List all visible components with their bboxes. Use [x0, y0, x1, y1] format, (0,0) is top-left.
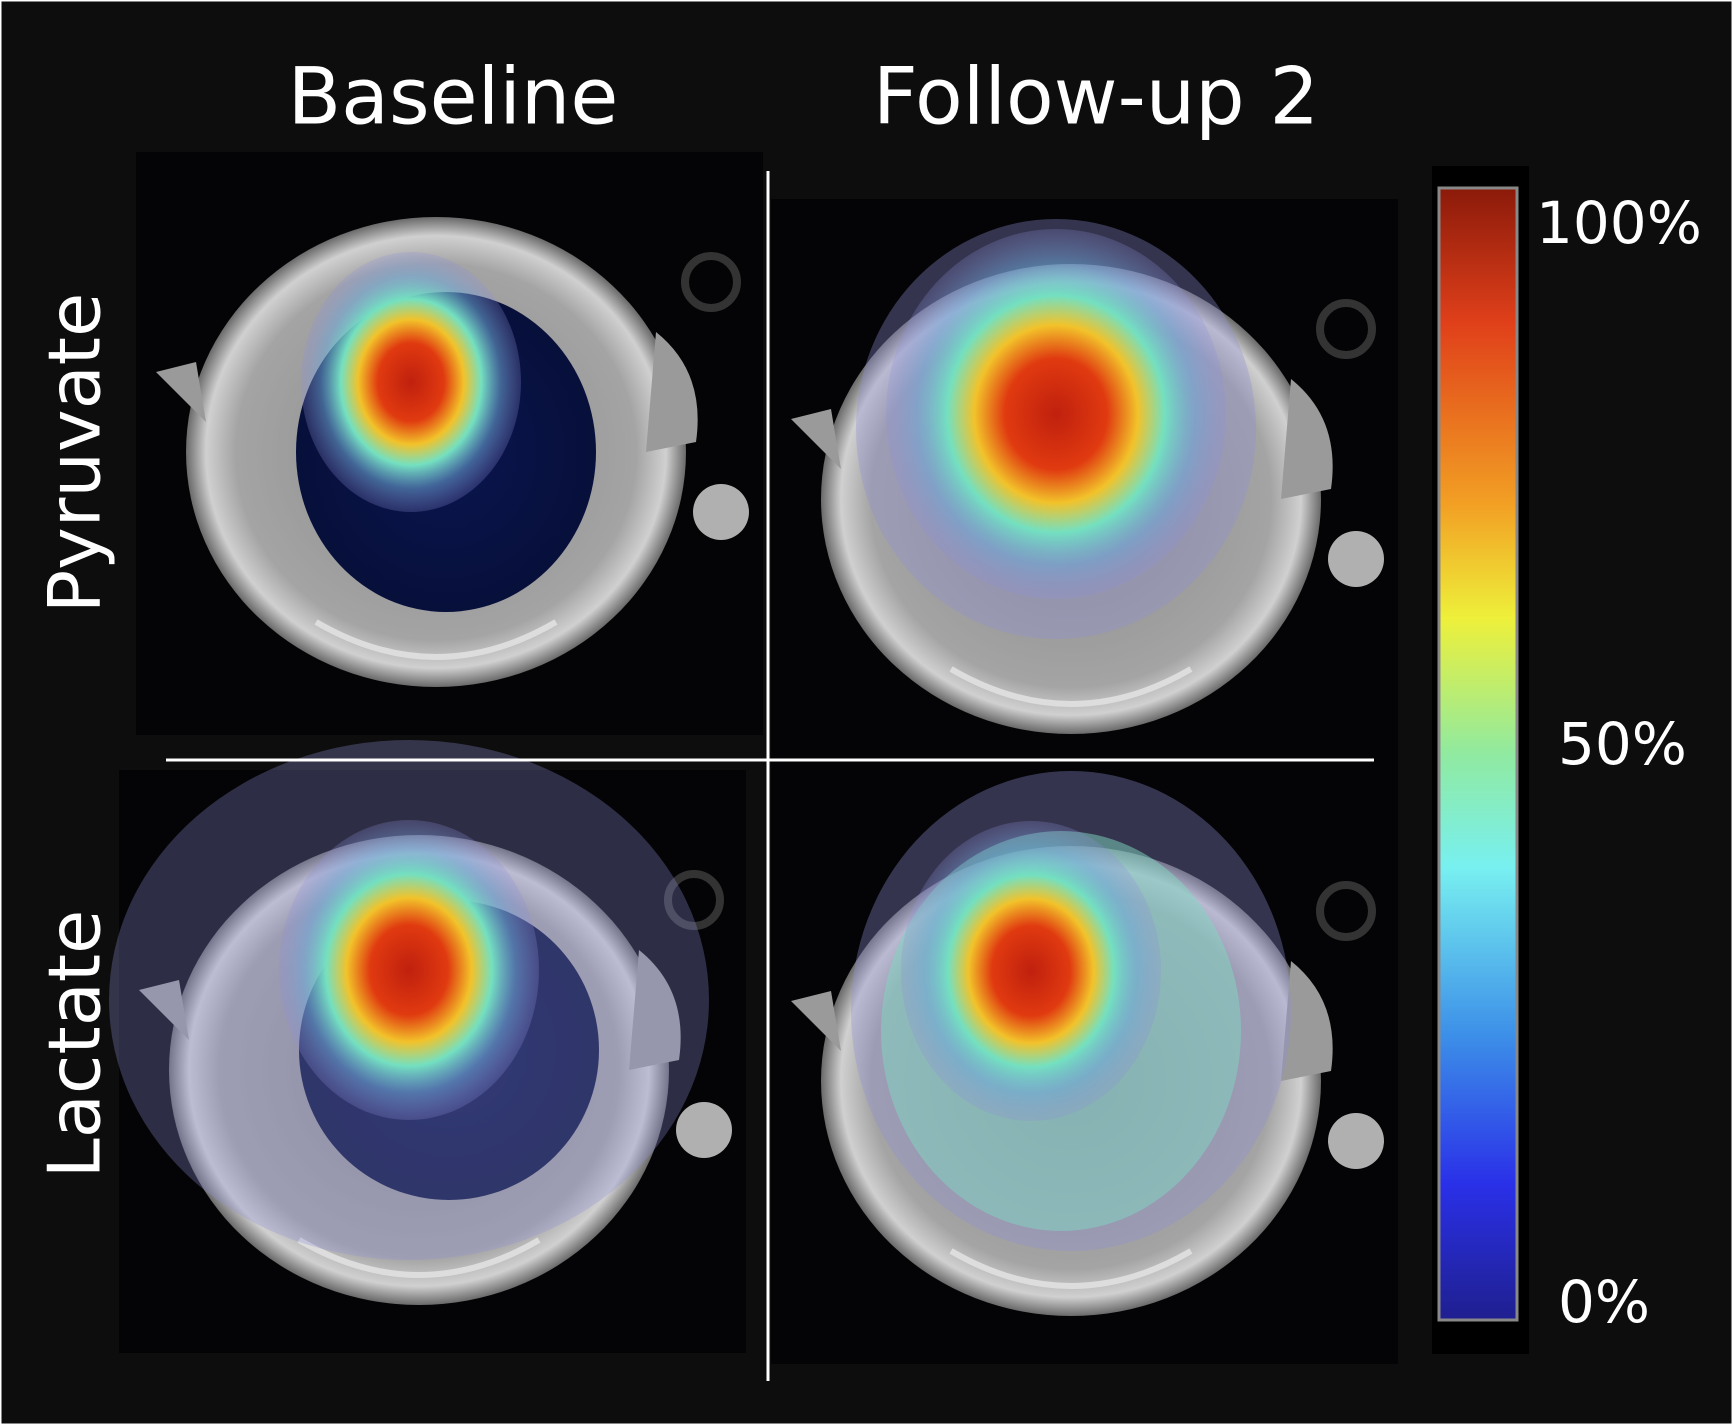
scan-panel: [136, 152, 763, 735]
scan-panel: [771, 199, 1398, 782]
colorbar-label: 0%: [1558, 1268, 1650, 1336]
row-title: Pyruvate: [33, 293, 117, 614]
column-title: Baseline: [288, 52, 619, 142]
scan-panel: [109, 740, 746, 1353]
scan-panel: [771, 771, 1398, 1364]
colorbar-label: 100%: [1536, 189, 1702, 257]
colorbar-label: 50%: [1558, 710, 1687, 778]
column-title: Follow-up 2: [873, 52, 1319, 142]
row-title: Lactate: [33, 910, 117, 1179]
colorbar: [1437, 186, 1519, 1322]
